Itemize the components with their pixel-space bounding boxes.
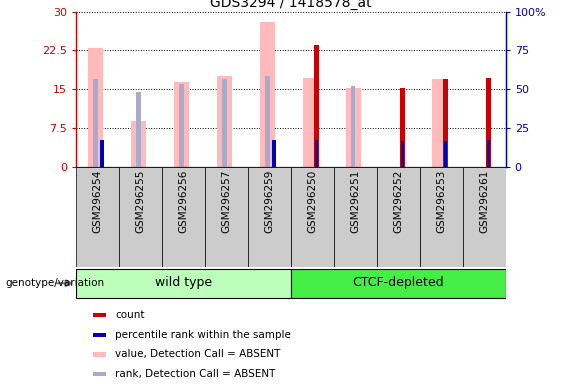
Text: GSM296253: GSM296253 <box>436 170 446 233</box>
Title: GDS3294 / 1418578_at: GDS3294 / 1418578_at <box>210 0 372 10</box>
Bar <box>334 167 377 267</box>
Text: value, Detection Call = ABSENT: value, Detection Call = ABSENT <box>115 349 280 359</box>
Bar <box>272 140 276 167</box>
Bar <box>443 79 448 167</box>
Bar <box>314 45 319 167</box>
Bar <box>303 78 318 167</box>
Bar <box>401 141 405 167</box>
Bar <box>119 167 162 267</box>
Bar <box>400 88 405 167</box>
Bar <box>93 333 106 337</box>
Bar <box>248 167 291 267</box>
Text: wild type: wild type <box>155 276 212 289</box>
Text: CTCF-depleted: CTCF-depleted <box>353 276 444 289</box>
Bar <box>76 268 291 298</box>
Text: GSM296255: GSM296255 <box>136 170 146 233</box>
Bar <box>93 372 106 376</box>
Bar <box>315 140 319 167</box>
Bar <box>101 140 104 167</box>
Bar <box>291 268 506 298</box>
Text: GSM296252: GSM296252 <box>393 170 403 233</box>
Text: GSM296254: GSM296254 <box>93 170 103 233</box>
Bar <box>265 76 270 167</box>
Bar <box>444 141 447 167</box>
Bar <box>76 167 119 267</box>
Text: GSM296256: GSM296256 <box>179 170 189 233</box>
Bar <box>174 81 189 167</box>
Text: GSM296259: GSM296259 <box>264 170 275 233</box>
Text: GSM296250: GSM296250 <box>307 170 318 233</box>
Bar <box>93 313 106 317</box>
Bar <box>222 79 227 167</box>
Bar <box>93 79 98 167</box>
Text: GSM296257: GSM296257 <box>221 170 232 233</box>
Bar <box>88 48 103 167</box>
Bar <box>487 140 490 167</box>
Text: genotype/variation: genotype/variation <box>6 278 105 288</box>
Bar <box>205 167 248 267</box>
Bar <box>179 84 184 167</box>
Text: rank, Detection Call = ABSENT: rank, Detection Call = ABSENT <box>115 369 275 379</box>
Bar <box>291 167 334 267</box>
Text: GSM296251: GSM296251 <box>350 170 360 233</box>
Bar <box>463 167 506 267</box>
Bar <box>131 121 146 167</box>
Bar <box>432 79 446 167</box>
Text: count: count <box>115 310 145 320</box>
Bar <box>346 88 360 167</box>
Bar <box>351 86 355 167</box>
Text: percentile rank within the sample: percentile rank within the sample <box>115 330 291 340</box>
Bar <box>420 167 463 267</box>
Bar <box>486 78 491 167</box>
Bar <box>260 22 275 167</box>
Bar <box>162 167 205 267</box>
Bar <box>217 76 232 167</box>
Bar <box>136 92 141 167</box>
Text: GSM296261: GSM296261 <box>479 170 489 233</box>
Bar <box>93 353 106 356</box>
Bar <box>377 167 420 267</box>
